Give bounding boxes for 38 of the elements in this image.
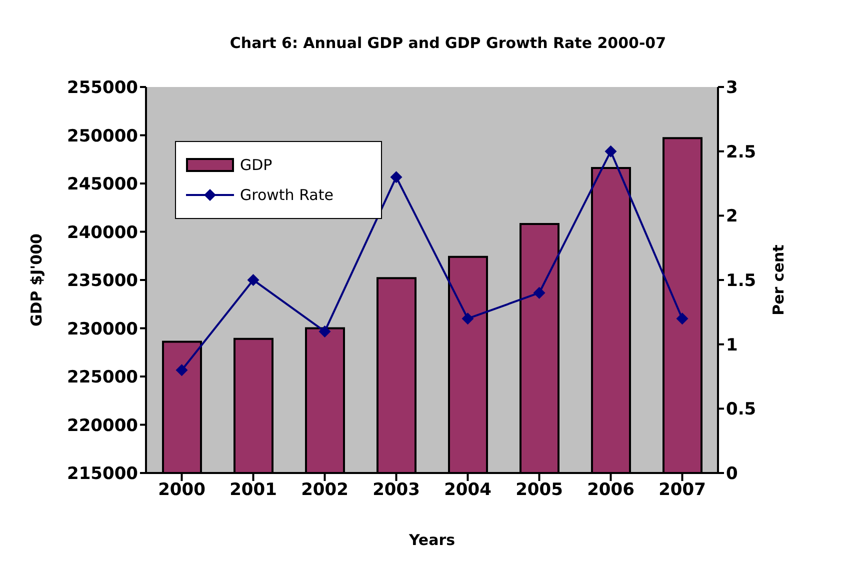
x-tick-label: 2007 [658, 480, 706, 500]
x-tick-label: 2000 [158, 480, 206, 500]
x-tick-label: 2002 [301, 480, 348, 500]
y2-tick-label: 1.5 [726, 271, 756, 292]
point [176, 364, 188, 376]
y2-tick-label: 3 [726, 78, 738, 98]
y-tick-label: 250000 [67, 126, 138, 146]
y2-tick-label: 1 [726, 335, 738, 356]
point [676, 312, 688, 325]
point [247, 274, 260, 286]
y-tick-label: 255000 [67, 78, 138, 98]
point [533, 286, 546, 299]
x-tick-label: 2001 [230, 480, 277, 500]
x-tick-label: 2004 [444, 480, 492, 500]
y-tick-label: 220000 [67, 416, 138, 436]
chart-title: Chart 6: Annual GDP and GDP Growth Rate 2000-07 [228, 34, 668, 52]
y-tick-label: 225000 [67, 368, 138, 388]
y2-tick-label: 0.5 [726, 400, 756, 420]
y-tick-label: 235000 [67, 271, 138, 292]
y2-tick-label: 2 [726, 206, 738, 227]
x-tick-label: 2006 [587, 480, 634, 500]
point [318, 325, 331, 338]
y2-axis-title: Per cent [769, 244, 788, 316]
point [604, 145, 617, 158]
x-tick-label: 2003 [372, 480, 420, 500]
y2-tick-label: 0 [726, 464, 738, 484]
point [462, 312, 474, 325]
legend-label: GDP [240, 155, 272, 176]
x-tick-label: 2005 [516, 480, 563, 500]
legend-label: Growth Rate [240, 185, 334, 206]
y-tick-label: 215000 [67, 464, 138, 484]
point [390, 171, 402, 184]
y-tick-label: 230000 [67, 319, 138, 340]
y-tick-label: 240000 [67, 222, 138, 243]
x-axis-title: Years [408, 531, 456, 549]
y2-tick-label: 2.5 [726, 142, 756, 162]
y-tick-label: 245000 [67, 174, 138, 195]
y-axis-title: GDP $J'000 [27, 234, 46, 326]
